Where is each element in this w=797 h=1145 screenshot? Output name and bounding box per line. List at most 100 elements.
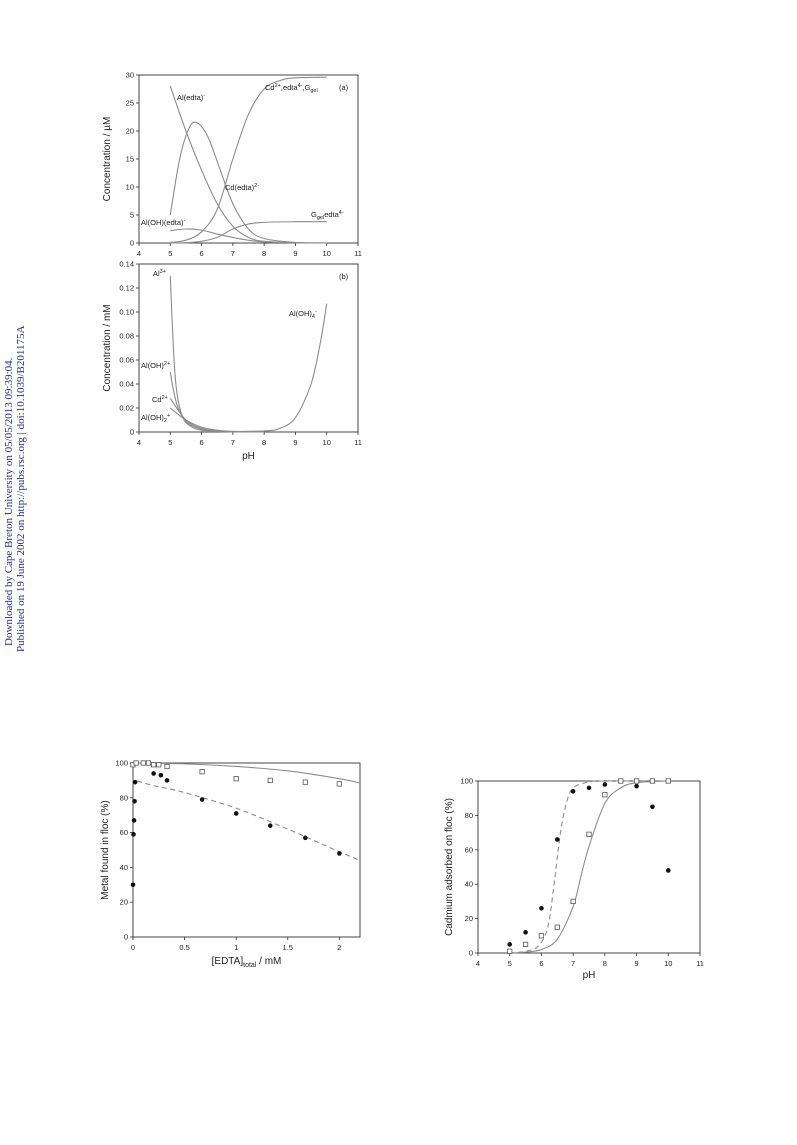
y-tick-label: 20 xyxy=(465,914,473,923)
series-label: Cd2+,edta4-,Ggel xyxy=(265,83,318,94)
x-tick-label: 9 xyxy=(293,249,297,258)
data-point-open xyxy=(199,769,205,775)
x-tick-label: 7 xyxy=(231,438,235,447)
data-point-filled xyxy=(337,851,342,856)
series-line xyxy=(169,121,327,244)
y-tick-label: 100 xyxy=(115,759,128,768)
y-tick-label: 0.14 xyxy=(119,260,134,269)
fit-line xyxy=(132,779,361,861)
y-tick-label: 0.06 xyxy=(119,356,134,365)
data-point-open xyxy=(156,762,162,768)
x-tick-label: 7 xyxy=(231,249,235,258)
data-point-open xyxy=(145,760,152,766)
plot-frame xyxy=(477,780,701,954)
data-point-filled xyxy=(164,778,170,783)
y-tick-label: 80 xyxy=(465,811,473,820)
series-label: Al(OH)(edta)- xyxy=(141,218,186,227)
series-label: Cd2+ xyxy=(152,395,168,404)
series-line xyxy=(201,303,328,432)
series-label: Cd(edta)2- xyxy=(225,183,259,192)
x-tick-label: 11 xyxy=(354,249,362,258)
data-point-filled xyxy=(151,771,156,776)
data-point-open xyxy=(602,792,608,798)
x-tick-label: 8 xyxy=(603,959,607,968)
data-point-open xyxy=(554,924,560,930)
y-tick-label: 80 xyxy=(120,793,128,802)
data-point-filled xyxy=(523,930,528,935)
x-tick-label: 11 xyxy=(696,959,704,968)
data-point-filled xyxy=(130,882,136,888)
y-tick-label: 15 xyxy=(126,155,134,164)
plot-frame xyxy=(132,762,361,938)
series-label: Al(OH)2+ xyxy=(141,361,170,370)
y-tick-label: 0.04 xyxy=(119,380,134,389)
y-tick-label: 20 xyxy=(120,898,128,907)
data-point-open xyxy=(538,933,545,939)
data-point-open xyxy=(618,778,624,784)
y-axis-title: Metal found in floc (%) xyxy=(100,800,111,900)
data-point-filled xyxy=(602,782,608,787)
data-point-filled xyxy=(158,772,164,778)
data-point-open xyxy=(133,760,139,766)
x-tick-label: 4 xyxy=(137,438,141,447)
x-axis-title: pH xyxy=(242,451,255,462)
y-tick-label: 0.08 xyxy=(119,332,134,341)
x-tick-label: 7 xyxy=(571,959,575,968)
data-point-filled xyxy=(233,811,239,816)
data-point-open xyxy=(665,778,671,784)
fit-line xyxy=(132,762,361,784)
data-point-filled xyxy=(132,779,138,785)
x-tick-label: 9 xyxy=(293,438,297,447)
y-tick-label: 0 xyxy=(130,428,134,437)
x-axis-title: [EDTA]total / mM xyxy=(212,956,282,969)
x-tick-label: 10 xyxy=(323,438,331,447)
data-point-open xyxy=(507,948,513,954)
y-tick-label: 25 xyxy=(126,99,134,108)
data-point-open xyxy=(140,760,146,766)
y-tick-label: 100 xyxy=(460,777,473,786)
y-axis-title: Concentration / µM xyxy=(102,117,113,202)
y-tick-label: 0 xyxy=(469,949,473,958)
data-point-filled xyxy=(267,823,273,828)
series-label: Al(edta)- xyxy=(177,93,205,102)
y-tick-label: 30 xyxy=(126,71,134,80)
x-tick-label: 8 xyxy=(262,249,266,258)
x-tick-label: 0.5 xyxy=(179,943,189,952)
y-tick-label: 0.10 xyxy=(119,308,134,317)
fit-line xyxy=(509,780,669,954)
x-tick-label: 0 xyxy=(131,943,135,952)
x-tick-label: 6 xyxy=(199,249,203,258)
download-notice: Downloaded by Cape Breton University on … xyxy=(0,0,30,1145)
x-tick-label: 6 xyxy=(199,438,203,447)
y-tick-label: 0.12 xyxy=(119,284,134,293)
data-point-filled xyxy=(570,789,576,794)
data-point-filled xyxy=(507,942,513,947)
panel-label: (b) xyxy=(339,272,349,281)
data-point-open xyxy=(267,777,273,784)
x-tick-label: 2 xyxy=(337,943,341,952)
data-point-filled xyxy=(539,905,544,911)
y-tick-label: 60 xyxy=(120,828,128,837)
x-tick-label: 8 xyxy=(262,438,266,447)
data-point-open xyxy=(570,898,576,905)
y-tick-label: 40 xyxy=(465,880,473,889)
data-point-filled xyxy=(131,832,136,837)
data-point-open xyxy=(151,762,157,768)
data-point-open xyxy=(649,778,656,784)
data-point-filled xyxy=(586,785,592,791)
x-tick-label: 1 xyxy=(234,943,238,952)
data-point-open xyxy=(633,778,640,784)
data-point-filled xyxy=(199,797,205,802)
data-point-filled xyxy=(665,868,671,873)
y-tick-label: 10 xyxy=(126,183,134,192)
series-line xyxy=(170,76,327,243)
data-point-filled xyxy=(554,837,560,842)
data-point-filled xyxy=(303,835,308,841)
data-point-filled xyxy=(131,818,137,823)
panel-label: (a) xyxy=(339,83,349,92)
data-point-open xyxy=(522,941,529,948)
y-tick-label: 0 xyxy=(130,239,134,248)
